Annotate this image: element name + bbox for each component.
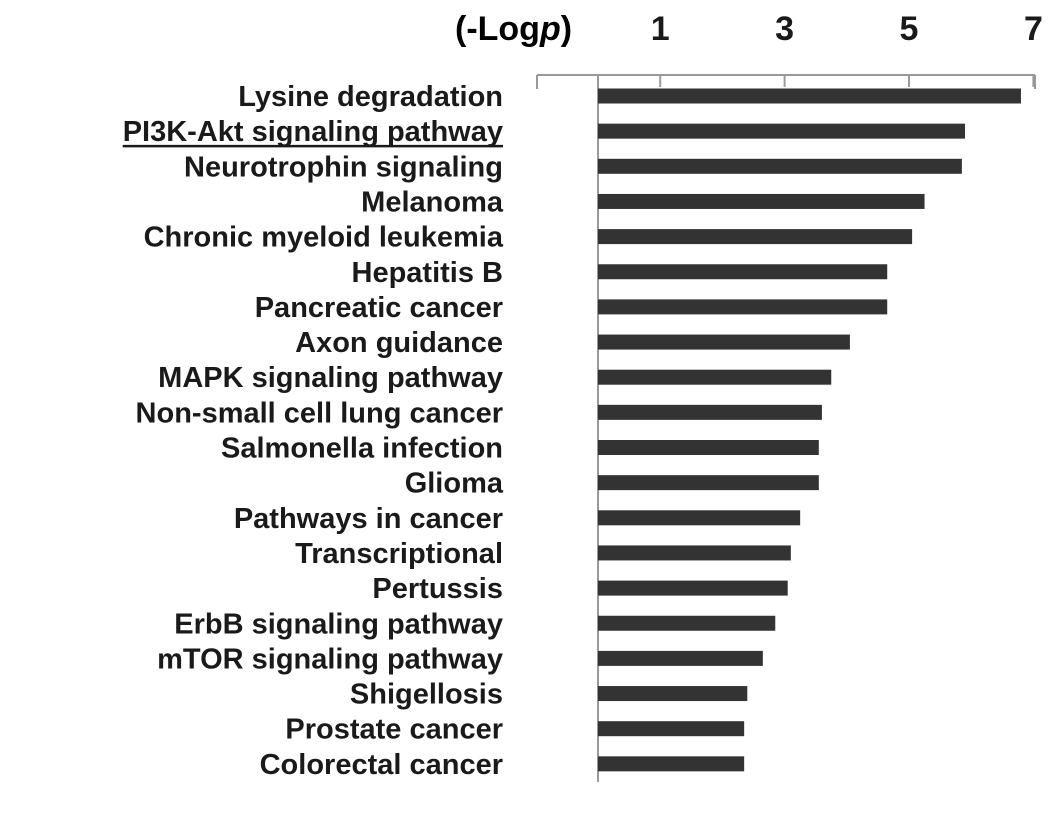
category-label: Hepatitis B [352,257,503,289]
bar [598,510,801,526]
x-tick-label: 3 [775,10,794,48]
bar [598,650,763,666]
bar [598,615,776,631]
x-tick-label: 7 [1024,10,1043,48]
category-label: Pancreatic cancer [255,292,503,324]
category-label: ErbB signaling pathway [174,608,503,640]
category-label: mTOR signaling pathway [157,643,503,675]
bar [598,545,791,561]
axis-label-prefix: (-Log [455,10,540,48]
bar [598,299,888,315]
bar [598,404,822,420]
category-label: Pertussis [372,573,503,605]
category-label: Neurotrophin signaling [184,151,503,183]
axis-label: (-Logp) [455,10,572,48]
bar [598,158,962,174]
category-label: PI3K-Akt signaling pathway [123,116,503,148]
bar [598,123,965,139]
bar [598,440,819,455]
category-label: Colorectal cancer [260,749,503,781]
x-tick-label: 5 [900,10,919,48]
x-tick-labels: 1 3 5 7 [651,10,1043,48]
bar [598,334,850,350]
category-label: MAPK signaling pathway [158,362,503,394]
bar [598,264,888,280]
axis-label-variable: p [539,10,561,48]
bar [598,686,748,702]
category-label: Salmonella infection [221,433,503,465]
x-tick-label: 1 [651,10,670,48]
bar [598,475,819,491]
bar [598,88,1021,104]
bars [598,88,1021,772]
category-label: Non-small cell lung cancer [136,397,503,429]
category-label: Lysine degradation [238,81,503,113]
bar [598,229,913,245]
bar [598,756,745,772]
category-label: Prostate cancer [285,714,503,746]
axis-label-suffix: ) [561,10,572,48]
bar [598,580,788,596]
x-axis [536,74,1036,782]
category-label: Shigellosis [350,679,503,711]
bar [598,193,925,209]
category-label: Chronic myeloid leukemia [144,222,504,254]
category-label: Melanoma [361,186,504,218]
category-label: Axon guidance [295,327,503,359]
category-label: Glioma [405,468,504,500]
category-label: Pathways in cancer [234,503,503,535]
bar [598,369,832,385]
category-label: Transcriptional [295,538,503,570]
bar [598,721,745,737]
